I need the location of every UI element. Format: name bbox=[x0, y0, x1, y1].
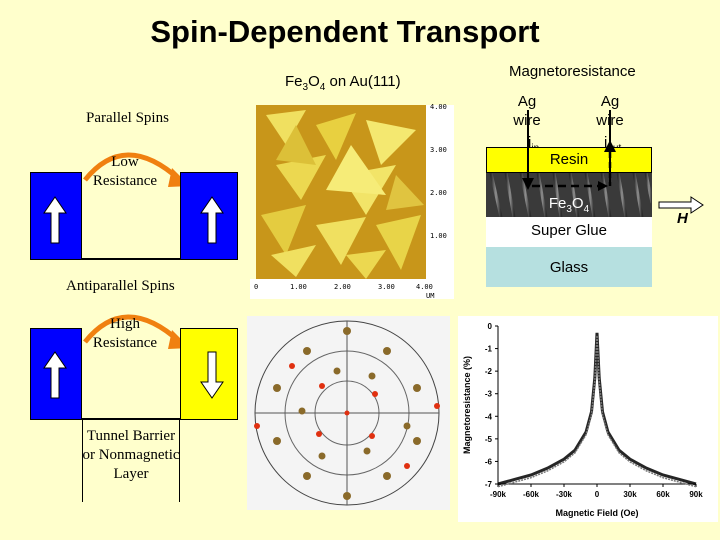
afm-x-tick: 2.00 bbox=[334, 283, 351, 291]
current-out-arrowhead bbox=[604, 140, 616, 152]
y-tick-label: -6 bbox=[485, 457, 493, 466]
resin-label: Resin bbox=[549, 151, 589, 168]
y-tick-label: -4 bbox=[485, 412, 493, 421]
glass-layer bbox=[486, 247, 652, 287]
tunnel-barrier bbox=[82, 418, 180, 502]
diffraction-pattern bbox=[247, 316, 450, 510]
glass-label: Glass bbox=[549, 259, 589, 276]
current-in-arrowhead bbox=[522, 178, 534, 190]
super-glue-layer bbox=[486, 217, 652, 247]
y-axis-label: Magnetoresistance (%) bbox=[462, 356, 472, 454]
x-tick-label: 60k bbox=[656, 490, 670, 499]
y-tick-label: 0 bbox=[488, 322, 493, 331]
y-tick-label: -7 bbox=[485, 480, 493, 489]
afm-y-tick: 3.00 bbox=[430, 146, 447, 154]
x-tick-label: 90k bbox=[689, 490, 703, 499]
afm-image-label: Fe3O4 on Au(111) bbox=[285, 73, 401, 93]
afm-scale-bar bbox=[426, 105, 454, 279]
high-resistance-arc bbox=[83, 314, 182, 344]
afm-y-tick: 4.00 bbox=[430, 103, 447, 111]
afm-x-axis bbox=[250, 279, 454, 299]
diffraction-svg bbox=[254, 320, 440, 506]
parallel-gap bbox=[82, 172, 180, 260]
fe3o4-label: Fe3O4 bbox=[548, 195, 590, 215]
mr-chart: -90k -60k -30k 0 30k 60k 90k 0 -1 -2 -3 -4 -5 -6 -7 Mag… bbox=[458, 316, 718, 522]
super-glue-label: Super Glue bbox=[531, 222, 607, 239]
parallel-spins-label: Parallel Spins bbox=[86, 110, 169, 126]
fe3o4-texture bbox=[486, 173, 652, 217]
x-tick-label: -90k bbox=[490, 490, 507, 499]
x-tick-label: -60k bbox=[523, 490, 540, 499]
low-resistance-arc bbox=[83, 152, 182, 182]
spin-down-arrow-icon bbox=[200, 351, 224, 399]
spin-up-arrow-icon bbox=[43, 351, 67, 399]
afm-x-tick: 0 bbox=[254, 283, 259, 291]
low-resistance-label: Low Resistance bbox=[92, 154, 158, 189]
afm-x-tick: 4.00 bbox=[416, 283, 433, 291]
y-tick-label: -2 bbox=[485, 367, 493, 376]
x-axis-label: Magnetic Field (Oe) bbox=[555, 508, 638, 518]
mr-series-line-return bbox=[497, 335, 697, 488]
antiparallel-spins-label: Antiparallel Spins bbox=[66, 278, 175, 294]
spin-up-arrow-icon bbox=[200, 196, 224, 244]
afm-unit: UM bbox=[426, 292, 435, 300]
page-title: Spin-Dependent Transport bbox=[150, 14, 540, 49]
afm-triangles bbox=[256, 105, 426, 279]
afm-x-tick: 3.00 bbox=[378, 283, 395, 291]
tunnel-barrier-label: Tunnel Barrier or Nonmagnetic Layer bbox=[82, 428, 180, 482]
high-resistance-label: High Resistance bbox=[92, 316, 158, 351]
current-path-arrowhead bbox=[598, 181, 608, 191]
y-tick-label: -1 bbox=[485, 345, 493, 354]
field-arrow-icon bbox=[658, 196, 704, 214]
x-tick-label: 30k bbox=[623, 490, 637, 499]
ag-wire-left-label: Ag wire bbox=[513, 93, 541, 129]
y-tick-label: -5 bbox=[485, 435, 493, 444]
current-path bbox=[522, 110, 616, 191]
mr-series-line bbox=[497, 332, 697, 486]
field-label: H bbox=[677, 210, 688, 227]
resin-layer bbox=[486, 147, 652, 173]
afm-y-tick: 1.00 bbox=[430, 232, 447, 240]
magnetoresistance-title: Magnetoresistance bbox=[509, 63, 636, 80]
y-tick-label: -3 bbox=[485, 390, 493, 399]
antiparallel-right-magnet bbox=[180, 328, 238, 420]
mr-chart-svg: -90k -60k -30k 0 30k 60k 90k 0 -1 -2 -3 -4 -5 -6 -7 Mag… bbox=[458, 316, 718, 522]
x-tick-label: -30k bbox=[556, 490, 573, 499]
x-tick-label: 0 bbox=[595, 490, 600, 499]
afm-y-tick: 2.00 bbox=[430, 189, 447, 197]
afm-image bbox=[256, 105, 426, 279]
fe3o4-layer bbox=[486, 173, 652, 217]
spin-up-arrow-icon bbox=[43, 196, 67, 244]
afm-x-tick: 1.00 bbox=[290, 283, 307, 291]
